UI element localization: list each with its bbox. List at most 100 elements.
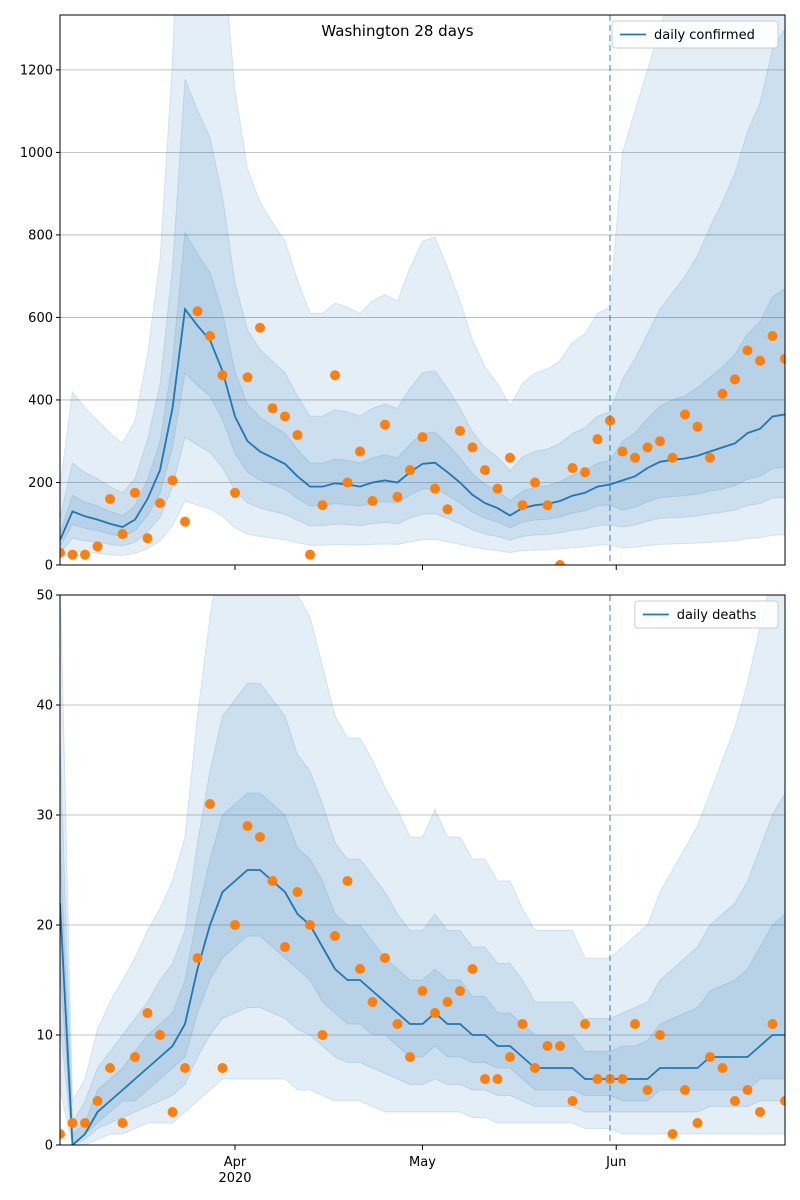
median-line [60,306,785,541]
observed-point [492,483,503,494]
observed-point [405,465,415,476]
observed-point [180,1063,190,1073]
y-tick-label: 20 [36,919,53,934]
observed-point [130,1052,140,1062]
observed-point [205,331,215,342]
observed-point [392,1019,403,1029]
legend-box [634,600,779,629]
interval-band [60,682,785,1145]
observed-point [692,421,703,432]
plot-area [60,595,785,1145]
observed-point [742,1085,753,1095]
observed-point [780,353,785,364]
observed-point [555,560,565,565]
observed-point [642,442,653,453]
observed-point [280,411,290,422]
y-tick-label: 40 [36,699,53,714]
observed-point [755,355,765,366]
observed-point [80,1118,90,1128]
observed-point [667,1129,678,1139]
observed-point [342,477,353,488]
observed-point [430,483,440,494]
observed-point [467,442,478,453]
observed-point [255,322,265,333]
observed-point [542,500,553,511]
observed-point [155,1030,165,1040]
observed-point [380,419,390,430]
observed-point [767,331,778,342]
observed-point [455,986,465,996]
x-tick-label: Apr 2020 [218,1155,251,1186]
observed-point [717,1063,728,1073]
y-tick-label: 600 [28,311,53,326]
observed-point [417,986,428,996]
observed-point [417,432,428,443]
observed-point [292,430,303,441]
observed-point [305,549,315,560]
observed-point [60,547,65,558]
observed-point [617,1074,628,1084]
observed-point [367,997,378,1007]
axes-frame [59,14,786,566]
observed-point [517,500,528,511]
plot-area [60,15,785,565]
observed-point [667,452,678,463]
observed-point [655,436,665,447]
observed-point [242,372,253,383]
observed-point [167,1107,178,1117]
observed-point [655,1030,665,1040]
interval-band [60,595,785,1145]
observed-point [592,1074,603,1084]
y-tick-label: 50 [36,589,53,604]
observed-point [430,1008,440,1018]
observed-point [392,491,403,502]
observed-point [480,1074,490,1084]
observed-point [280,942,290,952]
observed-point [67,1118,78,1128]
observed-point [592,434,603,445]
observed-point [742,345,753,356]
observed-point [92,1096,103,1106]
observed-point [717,388,728,399]
y-tick-label: 1200 [20,63,53,78]
observed-point [442,504,453,515]
observed-point [617,446,628,457]
observed-point [455,425,465,436]
observed-point [705,1052,715,1062]
observed-point [380,953,390,963]
observed-point [630,1019,640,1029]
observed-point [517,1019,528,1029]
observed-point [692,1118,703,1128]
observed-point [317,1030,328,1040]
observed-point [142,1008,153,1018]
observed-point [530,1063,540,1073]
legend-label: daily deaths [677,608,757,623]
x-tick-label: Jun [605,1155,626,1170]
interval-band [60,15,785,560]
observed-point [780,1096,785,1106]
observed-point [467,964,478,974]
interval-band [60,27,785,554]
observed-point [567,1096,578,1106]
observed-point [292,887,303,897]
observed-point [505,1052,515,1062]
observed-point [505,452,515,463]
observed-point [242,821,253,831]
y-tick-label: 0 [45,1139,53,1154]
y-tick-label: 800 [28,228,53,243]
observed-point [530,477,540,488]
observed-point [705,452,715,463]
observed-point [492,1074,503,1084]
observed-point [580,1019,590,1029]
y-tick-label: 10 [36,1029,53,1044]
observed-point [60,1129,65,1139]
observed-point [80,549,90,560]
observed-point [167,475,178,486]
observed-point [680,1085,690,1095]
observed-point [567,463,578,474]
observed-point [117,529,128,540]
observed-point [267,876,278,886]
observed-point [642,1085,653,1095]
observed-point [192,953,203,963]
